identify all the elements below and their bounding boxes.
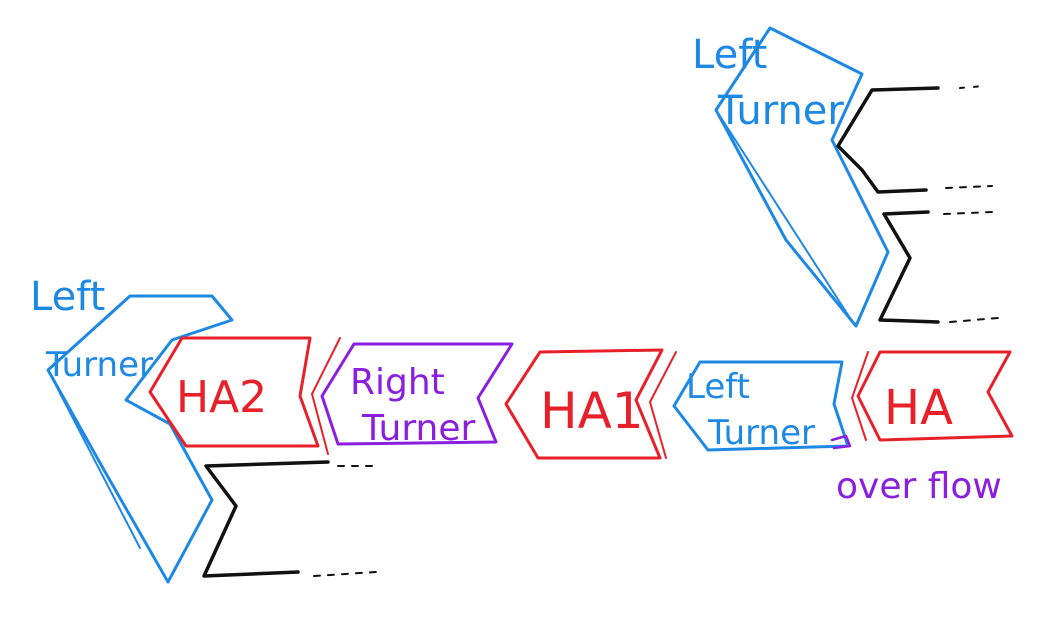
ha2-label: HA2 [176,372,267,423]
mid-left-turner-block: Left Turner [672,360,850,453]
top-left-turner-label-1: Left [692,32,767,78]
ha1-label: HA1 [540,382,644,440]
right-turner-label-2: Turner [361,408,475,449]
left-left-turner-label-2: Turner [45,345,153,385]
bottom-left-wires [202,460,379,578]
ha-block: HA [851,350,1014,442]
right-turner-block: Right Turner [320,342,514,449]
ha2-block: HA2 [148,336,341,455]
mid-left-turner-label-1: Left [686,367,750,407]
top-left-turner-block: Left Turner [692,26,890,328]
overflow-marker: over flow [830,434,1002,507]
top-left-turner-label-2: Turner [717,88,844,134]
ha1-block: HA1 [504,348,677,460]
ha-label: HA [884,380,953,436]
top-right-wires [836,85,999,324]
left-left-turner-block: Left Turner [30,274,234,584]
left-left-turner-label-1: Left [30,274,105,320]
mid-left-turner-label-2: Turner [707,413,815,453]
overflow-label: over flow [836,466,1002,507]
right-turner-label-1: Right [350,362,445,403]
